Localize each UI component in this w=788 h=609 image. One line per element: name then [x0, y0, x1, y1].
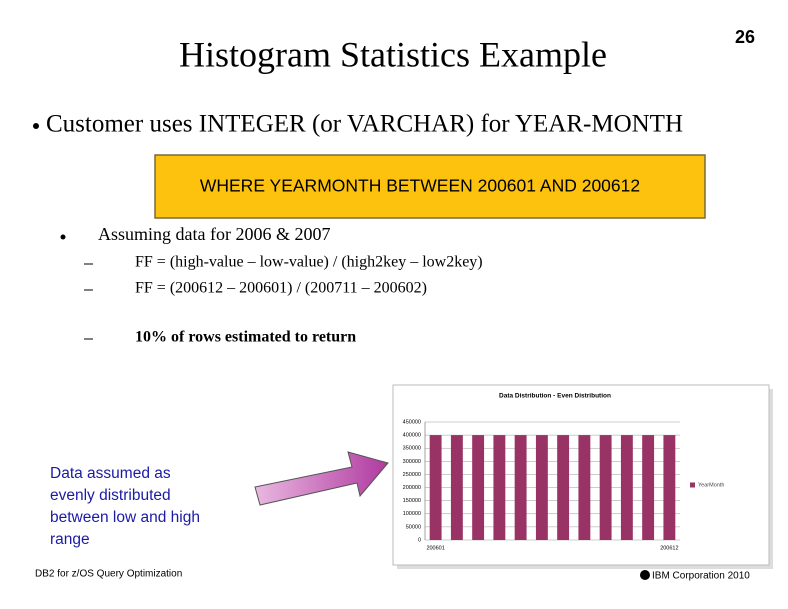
- dash-item: FF = (200612 – 200601) / (200711 – 20060…: [135, 280, 427, 297]
- bar: [450, 435, 463, 540]
- callout: Data assumed as: [50, 465, 171, 482]
- bar: [663, 435, 676, 540]
- dash-item: FF = (high-value – low-value) / (high2ke…: [135, 254, 483, 271]
- query-box: [154, 154, 706, 219]
- bar: [642, 435, 655, 540]
- slide-title: Histogram Statistics Example: [179, 34, 607, 74]
- bar: [557, 435, 570, 540]
- y-tick-label: 50000: [406, 524, 421, 530]
- footer-right: IBM Corporation 2010: [652, 571, 750, 582]
- y-tick-label: 400000: [403, 433, 421, 439]
- y-tick-label: 150000: [403, 498, 421, 504]
- sub-bullet: Assuming data for 2006 & 2007: [98, 224, 330, 244]
- y-tick-label: 250000: [403, 472, 421, 478]
- callout: range: [50, 531, 90, 548]
- chart-title: Data Distribution - Even Distribution: [499, 393, 611, 400]
- arrow: [254, 451, 389, 506]
- bar: [514, 435, 527, 540]
- y-tick-label: 100000: [403, 511, 421, 517]
- legend-label: YearMonth: [698, 482, 724, 488]
- legend-swatch: [690, 482, 695, 488]
- y-tick-label: 300000: [403, 459, 421, 465]
- callout: between low and high: [50, 509, 200, 526]
- footer-left: DB2 for z/OS Query Optimization: [35, 569, 182, 580]
- bar: [429, 435, 442, 540]
- dash-item: 10% of rows estimated to return: [135, 329, 356, 346]
- bar: [599, 435, 612, 540]
- query-text: WHERE YEARMONTH BETWEEN 200601 AND 20061…: [200, 176, 640, 196]
- y-tick-label: 0: [418, 537, 421, 543]
- ibm-logo: [640, 570, 650, 580]
- y-tick-label: 350000: [403, 446, 421, 452]
- page-number: 26: [735, 27, 755, 47]
- y-tick-label: 450000: [403, 419, 421, 425]
- y-tick-label: 200000: [403, 485, 421, 491]
- main-bullet: Customer uses INTEGER (or VARCHAR) for Y…: [46, 111, 683, 138]
- bullet: [60, 234, 66, 240]
- bar: [472, 435, 485, 540]
- x-tick-label: 200612: [660, 545, 678, 551]
- bullet: [33, 123, 39, 129]
- callout: evenly distributed: [50, 487, 171, 504]
- x-tick-label: 200601: [426, 545, 444, 551]
- bar: [535, 435, 548, 540]
- bar: [578, 435, 591, 540]
- bar: [493, 435, 506, 540]
- bar: [620, 435, 633, 540]
